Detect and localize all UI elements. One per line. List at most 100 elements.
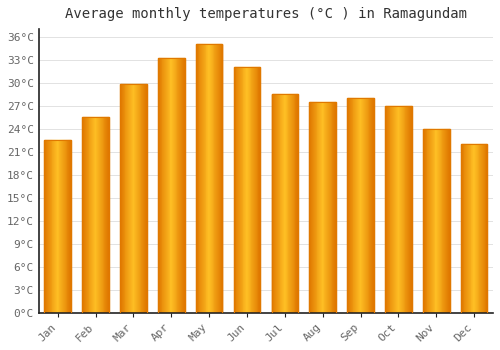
Bar: [64, 140, 65, 313]
Bar: [283, 94, 284, 313]
Bar: [400, 106, 401, 313]
Bar: [121, 84, 122, 313]
Bar: [138, 84, 140, 313]
Bar: [409, 106, 410, 313]
Bar: [167, 58, 168, 313]
Bar: [142, 84, 143, 313]
Bar: [128, 84, 129, 313]
Bar: [293, 94, 294, 313]
Bar: [316, 102, 318, 313]
Bar: [478, 144, 480, 313]
Bar: [200, 44, 201, 313]
Bar: [158, 58, 159, 313]
Bar: [437, 129, 438, 313]
Bar: [481, 144, 482, 313]
Bar: [56, 140, 57, 313]
Bar: [120, 84, 121, 313]
Bar: [430, 129, 431, 313]
Bar: [475, 144, 476, 313]
Bar: [312, 102, 313, 313]
Bar: [319, 102, 320, 313]
Bar: [214, 44, 216, 313]
Bar: [292, 94, 293, 313]
Bar: [122, 84, 123, 313]
Bar: [393, 106, 394, 313]
Bar: [48, 140, 49, 313]
Bar: [480, 144, 481, 313]
Bar: [86, 117, 87, 313]
Bar: [172, 58, 173, 313]
Bar: [474, 144, 475, 313]
Bar: [282, 94, 283, 313]
Bar: [470, 144, 472, 313]
Bar: [93, 117, 94, 313]
Bar: [217, 44, 218, 313]
Bar: [46, 140, 47, 313]
Bar: [254, 68, 255, 313]
Bar: [219, 44, 220, 313]
Bar: [424, 129, 425, 313]
Bar: [145, 84, 146, 313]
Bar: [250, 68, 252, 313]
Bar: [196, 44, 197, 313]
Bar: [258, 68, 260, 313]
Bar: [244, 68, 245, 313]
Bar: [204, 44, 206, 313]
Bar: [280, 94, 281, 313]
Bar: [240, 68, 241, 313]
Bar: [294, 94, 296, 313]
Bar: [476, 144, 477, 313]
Bar: [431, 129, 432, 313]
Bar: [484, 144, 486, 313]
Bar: [83, 117, 84, 313]
Bar: [166, 58, 167, 313]
Bar: [284, 94, 285, 313]
Bar: [179, 58, 180, 313]
Bar: [349, 98, 350, 313]
Bar: [102, 117, 104, 313]
Bar: [69, 140, 70, 313]
Bar: [253, 68, 254, 313]
Bar: [131, 84, 132, 313]
Bar: [365, 98, 366, 313]
Bar: [159, 58, 160, 313]
Bar: [209, 44, 210, 313]
Bar: [386, 106, 387, 313]
Bar: [173, 58, 174, 313]
Bar: [321, 102, 322, 313]
Bar: [354, 98, 356, 313]
Bar: [324, 102, 326, 313]
Bar: [248, 68, 249, 313]
Bar: [411, 106, 412, 313]
Bar: [87, 117, 88, 313]
Bar: [90, 117, 91, 313]
Bar: [170, 58, 172, 313]
Bar: [429, 129, 430, 313]
Bar: [132, 84, 134, 313]
Bar: [408, 106, 409, 313]
Bar: [70, 140, 71, 313]
Bar: [461, 144, 462, 313]
Bar: [104, 117, 106, 313]
Bar: [310, 102, 336, 313]
Bar: [313, 102, 314, 313]
Bar: [108, 117, 109, 313]
Bar: [362, 98, 363, 313]
Bar: [168, 58, 170, 313]
Bar: [202, 44, 203, 313]
Bar: [66, 140, 68, 313]
Bar: [439, 129, 440, 313]
Bar: [206, 44, 208, 313]
Bar: [175, 58, 176, 313]
Bar: [54, 140, 55, 313]
Bar: [401, 106, 402, 313]
Bar: [201, 44, 202, 313]
Bar: [62, 140, 63, 313]
Bar: [447, 129, 448, 313]
Bar: [434, 129, 436, 313]
Bar: [218, 44, 219, 313]
Bar: [246, 68, 247, 313]
Bar: [335, 102, 336, 313]
Bar: [328, 102, 329, 313]
Bar: [196, 44, 222, 313]
